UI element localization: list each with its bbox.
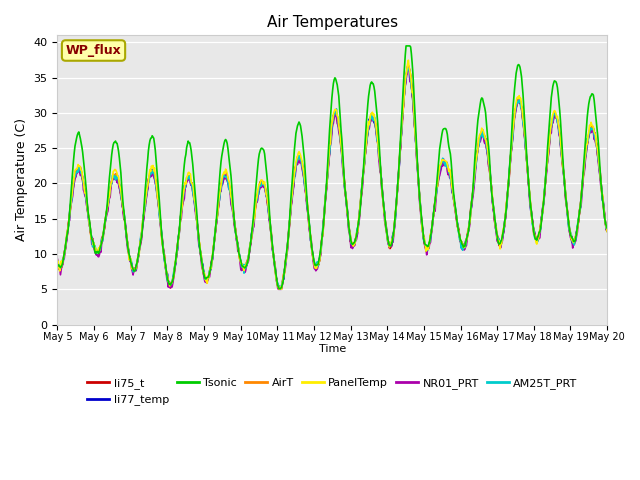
Y-axis label: Air Temperature (C): Air Temperature (C) xyxy=(15,119,28,241)
li77_temp xyxy=(604,228,611,234)
AM25T_PRT xyxy=(63,230,71,236)
Line: Tsonic: Tsonic xyxy=(58,46,607,288)
AirT xyxy=(400,97,408,103)
li77_temp xyxy=(54,263,61,268)
AirT xyxy=(604,227,611,233)
li75_t xyxy=(278,286,285,292)
Line: NR01_PRT: NR01_PRT xyxy=(58,66,607,289)
PanelTemp xyxy=(604,229,611,235)
NR01_PRT xyxy=(404,63,412,69)
Tsonic xyxy=(205,273,212,279)
AM25T_PRT xyxy=(54,258,61,264)
AM25T_PRT xyxy=(417,205,424,211)
NR01_PRT xyxy=(176,225,184,230)
li75_t xyxy=(604,228,611,234)
PanelTemp xyxy=(120,210,128,216)
Tsonic xyxy=(176,222,184,228)
li75_t xyxy=(176,225,184,230)
li77_temp xyxy=(277,287,285,292)
li77_temp xyxy=(417,206,424,212)
Line: PanelTemp: PanelTemp xyxy=(58,60,607,289)
AM25T_PRT xyxy=(176,225,184,230)
AirT xyxy=(63,233,71,239)
li75_t xyxy=(54,261,61,267)
li77_temp xyxy=(205,272,212,278)
AM25T_PRT xyxy=(276,287,284,292)
li77_temp xyxy=(120,210,128,216)
Line: li77_temp: li77_temp xyxy=(58,66,607,289)
Text: WP_flux: WP_flux xyxy=(66,44,122,57)
NR01_PRT xyxy=(63,230,71,236)
PanelTemp xyxy=(205,275,212,280)
AirT xyxy=(404,64,412,70)
li77_temp xyxy=(404,63,412,69)
Line: AM25T_PRT: AM25T_PRT xyxy=(58,68,607,289)
PanelTemp xyxy=(54,259,61,265)
li75_t xyxy=(400,99,408,105)
NR01_PRT xyxy=(120,216,128,222)
li77_temp xyxy=(176,224,184,229)
Line: li75_t: li75_t xyxy=(58,66,607,289)
NR01_PRT xyxy=(400,100,408,106)
li77_temp xyxy=(63,231,71,237)
Tsonic xyxy=(275,286,283,291)
AM25T_PRT xyxy=(120,209,128,215)
Tsonic xyxy=(400,75,408,81)
AM25T_PRT xyxy=(404,65,412,71)
Tsonic xyxy=(54,262,61,268)
AirT xyxy=(276,286,284,291)
PanelTemp xyxy=(176,224,184,229)
X-axis label: Time: Time xyxy=(319,344,346,354)
Tsonic xyxy=(604,225,611,231)
PanelTemp xyxy=(404,57,412,63)
li75_t xyxy=(417,206,424,212)
li77_temp xyxy=(400,97,408,103)
Tsonic xyxy=(120,208,128,214)
NR01_PRT xyxy=(604,227,611,233)
li75_t xyxy=(120,213,128,219)
AM25T_PRT xyxy=(205,274,212,280)
li75_t xyxy=(404,63,412,69)
AM25T_PRT xyxy=(400,97,408,103)
Line: AirT: AirT xyxy=(58,67,607,288)
AirT xyxy=(120,211,128,217)
PanelTemp xyxy=(63,228,71,234)
Tsonic xyxy=(63,230,71,236)
AirT xyxy=(176,225,184,230)
NR01_PRT xyxy=(275,287,282,292)
PanelTemp xyxy=(400,99,408,105)
PanelTemp xyxy=(417,207,424,213)
AirT xyxy=(417,205,424,211)
NR01_PRT xyxy=(205,275,212,280)
li75_t xyxy=(63,231,71,237)
Legend: li75_t, li77_temp, Tsonic, AirT, PanelTemp, NR01_PRT, AM25T_PRT: li75_t, li77_temp, Tsonic, AirT, PanelTe… xyxy=(83,373,582,410)
NR01_PRT xyxy=(417,209,424,215)
Tsonic xyxy=(417,205,424,211)
Tsonic xyxy=(402,43,410,49)
AirT xyxy=(54,257,61,263)
li75_t xyxy=(205,272,212,278)
AirT xyxy=(205,275,212,280)
AM25T_PRT xyxy=(604,225,611,231)
PanelTemp xyxy=(275,287,283,292)
NR01_PRT xyxy=(54,256,61,262)
Title: Air Temperatures: Air Temperatures xyxy=(267,15,398,30)
